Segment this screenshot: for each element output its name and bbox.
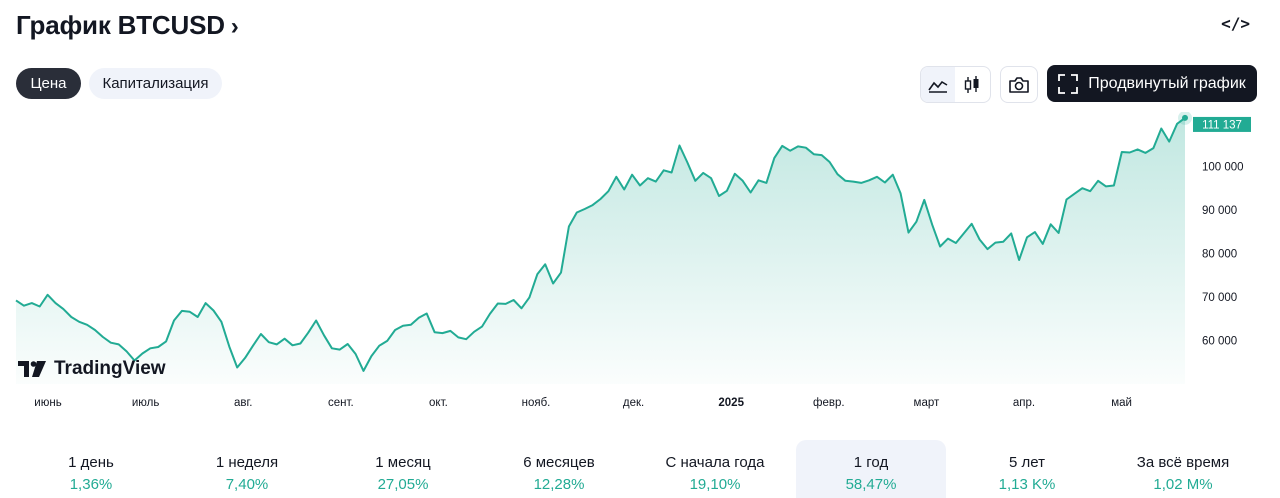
x-tick-label: дек. (623, 397, 644, 409)
period-label: 1 месяц (375, 454, 431, 471)
period-change-value: 12,28% (533, 476, 585, 493)
camera-icon (1009, 76, 1029, 93)
y-tick-label: 100 000 (1202, 161, 1244, 173)
period-option[interactable]: 1 неделя 7,40% (172, 440, 322, 498)
x-tick-label: апр. (1013, 397, 1035, 409)
page-title[interactable]: График BTCUSD (16, 10, 225, 40)
x-tick-label: 2025 (718, 397, 744, 409)
tab-price[interactable]: Цена (16, 68, 81, 99)
period-change-value: 1,36% (69, 476, 113, 493)
embed-code-icon[interactable]: </> (1221, 14, 1250, 33)
price-chart[interactable]: 60 000 70 000 80 000 90 000 100 000 111 137 и… (0, 112, 1280, 417)
y-tick-label: 60 000 (1202, 335, 1237, 347)
chevron-right-icon[interactable]: › (230, 12, 239, 40)
period-option[interactable]: 5 лет 1,13 K% (952, 440, 1102, 498)
y-tick-label: 80 000 (1202, 248, 1237, 260)
period-label: С начала года (665, 454, 765, 471)
snapshot-button[interactable] (1000, 66, 1038, 103)
period-label: 1 день (68, 454, 114, 471)
period-label: 6 месяцев (523, 454, 595, 471)
period-label: 1 год (853, 454, 889, 471)
last-price-tag (1193, 116, 1251, 132)
period-option[interactable]: 6 месяцев 12,28% (484, 440, 634, 498)
y-tick-label: 90 000 (1202, 205, 1237, 217)
tradingview-logo-icon (18, 361, 46, 377)
period-change-value: 27,05% (377, 476, 429, 493)
candles-chart-button[interactable] (955, 67, 989, 102)
period-label: 5 лет (1009, 454, 1045, 471)
period-change-value: 19,10% (689, 476, 741, 493)
tradingview-logo-text: TradingView (54, 358, 166, 379)
period-change-value: 1,02 M% (1153, 476, 1213, 493)
period-option[interactable]: 1 год 58,47% (796, 440, 946, 498)
price-area-fill (16, 117, 1185, 385)
chart-header[interactable]: График BTCUSD › (16, 10, 239, 41)
y-tick-label: 70 000 (1202, 292, 1237, 304)
tab-market-cap[interactable]: Капитализация (89, 68, 222, 99)
period-change-value: 1,13 K% (998, 476, 1056, 493)
last-point-marker (1182, 114, 1188, 121)
last-price-label: 111 137 (1202, 119, 1242, 131)
period-change-value: 58,47% (845, 476, 897, 493)
area-chart-button[interactable] (921, 67, 955, 102)
fullscreen-icon (1058, 73, 1079, 94)
period-option[interactable]: 1 день 1,36% (16, 440, 166, 498)
price-line (15, 117, 1186, 372)
x-tick-label: март (914, 397, 940, 409)
period-option[interactable]: С начала года 19,10% (640, 440, 790, 498)
x-tick-label: февр. (813, 397, 845, 409)
chart-style-toggle (920, 66, 991, 103)
period-label: За всё время (1136, 454, 1230, 471)
x-tick-label: сент. (328, 397, 354, 409)
x-tick-label: июнь (34, 397, 61, 409)
period-label: 1 неделя (215, 454, 279, 471)
period-selector: 1 день 1,36% 1 неделя 7,40% 1 месяц 27,05% 6 м… (0, 440, 1280, 498)
x-tick-label: окт. (429, 397, 448, 409)
period-option[interactable]: 1 месяц 27,05% (328, 440, 478, 498)
candles-icon (964, 75, 979, 93)
advanced-chart-label: Продвинутый график (1088, 74, 1246, 92)
x-tick-label: авг. (234, 397, 253, 409)
period-change-value: 7,40% (225, 476, 269, 493)
x-tick-label: май (1111, 397, 1132, 409)
x-tick-label: нояб. (522, 397, 551, 409)
area-chart-icon (928, 80, 948, 93)
period-option[interactable]: За всё время 1,02 M% (1108, 440, 1258, 498)
tradingview-logo[interactable]: TradingView (18, 358, 166, 380)
x-tick-label: июль (132, 397, 160, 409)
advanced-chart-button[interactable]: Продвинутый график (1047, 65, 1257, 102)
